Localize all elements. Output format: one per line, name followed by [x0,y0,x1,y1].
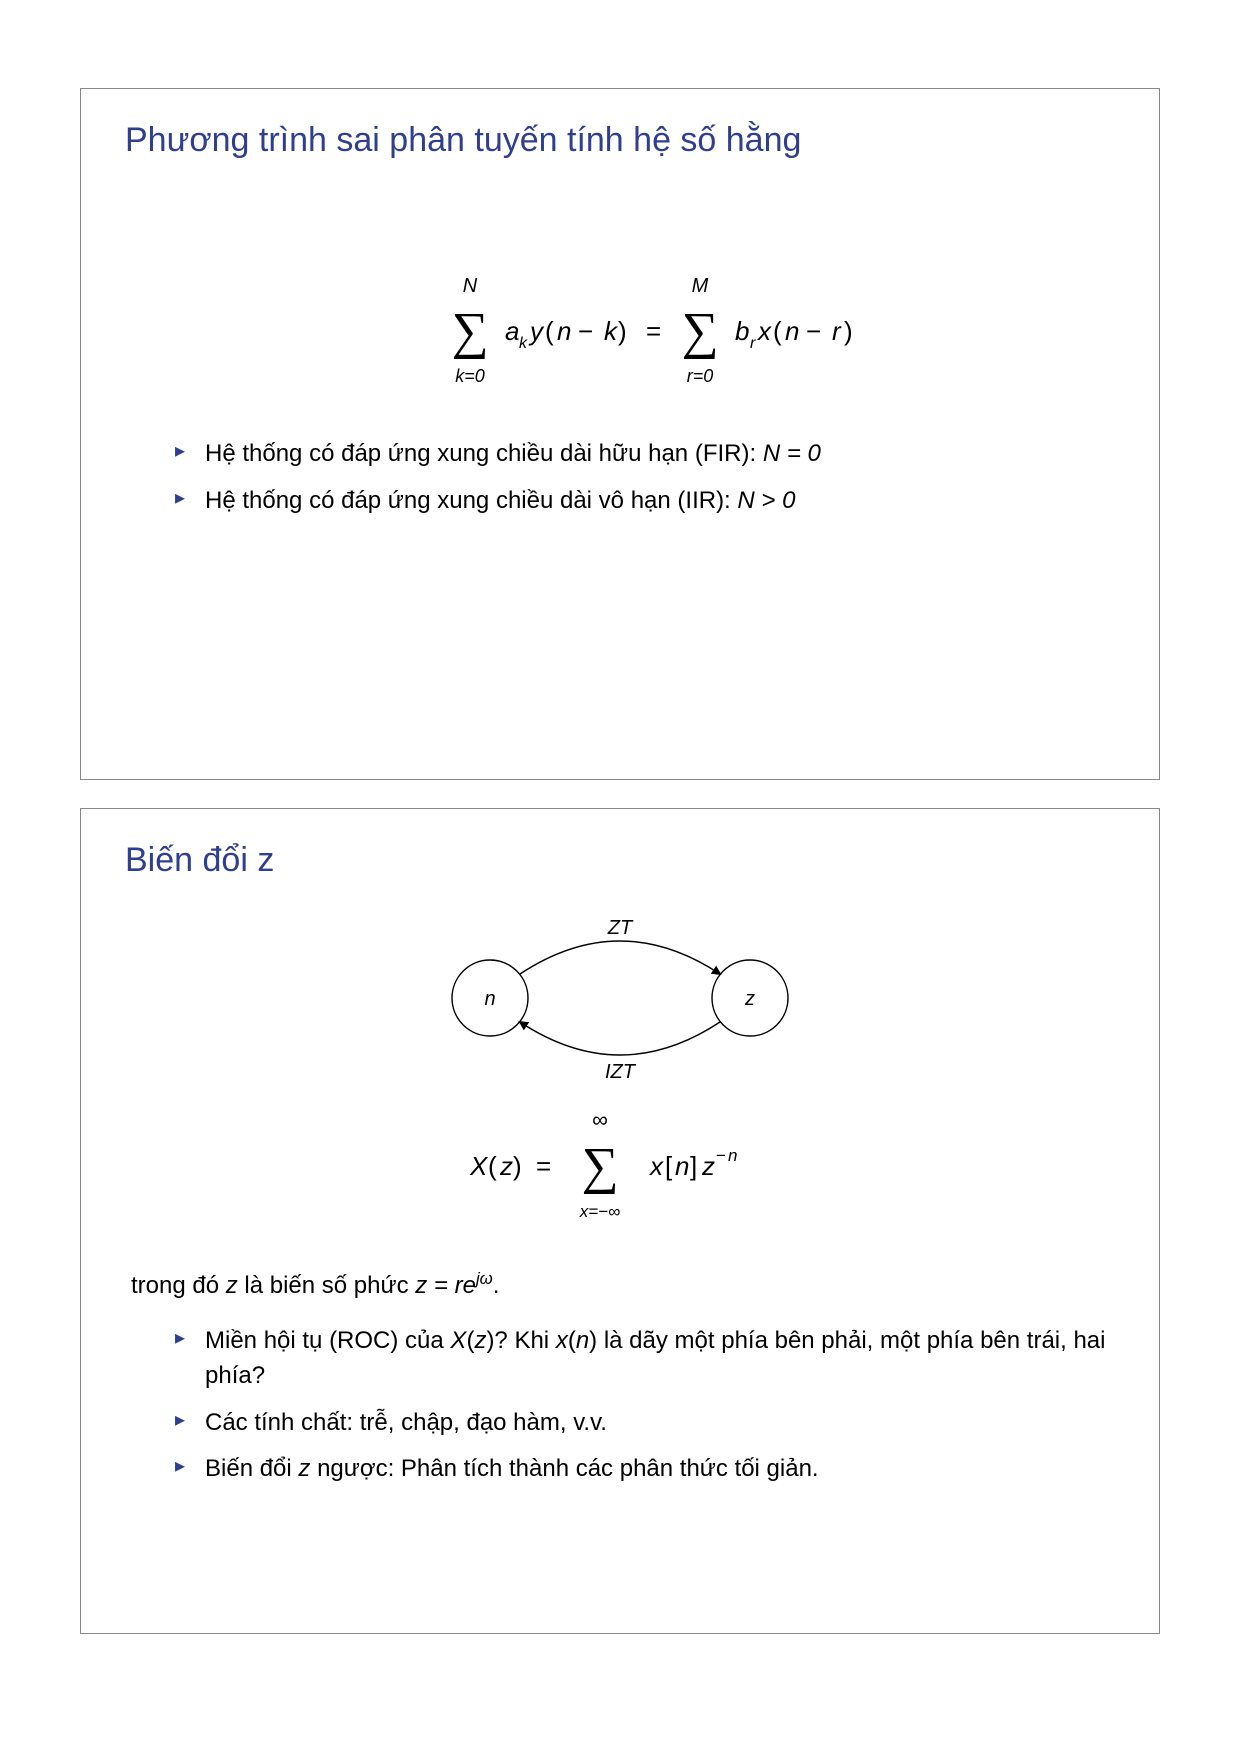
term-minus2: − [806,316,821,346]
sigma-icon: ∑ [581,1138,618,1195]
eq-term-z: z [701,1151,715,1181]
slide-2-equation: X ( z ) = ∞ ∑ x=−∞ x [ n ] z − n [125,1105,1115,1230]
eq-sum-lower: x=−∞ [579,1202,620,1221]
term-x: x [756,316,772,346]
prose-before: trong đó [131,1272,226,1299]
edge-zt-label: ZT [607,917,634,939]
eq-term-x: x [648,1151,664,1181]
term-br-sub: r [750,335,756,352]
list-item: Hệ thống có đáp ứng xung chiều dài vô hạ… [175,478,1115,525]
eq-term-exp: − [716,1146,726,1165]
term-paren: ( [545,316,554,346]
page: Phương trình sai phân tuyến tính hệ số h… [0,0,1240,1753]
sum-lower: k=0 [455,366,485,386]
term-r: r [832,316,842,346]
bullet-text: Hệ thống có đáp ứng xung chiều dài hữu h… [205,440,763,467]
eq-term-exp-n: n [728,1146,737,1165]
prose-eq: z = rejω [415,1272,493,1299]
bullet-text: Các tính chất: trễ, chập, đạo hàm, v.v. [205,1409,607,1436]
edge-zt [520,941,720,974]
slide-2-bullets: Miền hội tụ (ROC) của X(z)? Khi x(n) là … [125,1318,1115,1493]
list-item: Biến đổi z ngược: Phân tích thành các ph… [175,1446,1115,1493]
sum-upper: N [463,275,478,297]
sigma-icon: ∑ [681,303,718,360]
term-n2: n [785,316,799,346]
term-paren-close: ) [618,316,627,346]
eq-lhs-z: z [499,1151,513,1181]
term-paren-close2: ) [844,316,853,346]
prose-period: . [493,1272,500,1299]
term-y: y [528,316,545,346]
slide-1-bullets: Hệ thống có đáp ứng xung chiều dài hữu h… [125,431,1115,525]
slide-1-equation: N ∑ k=0 a k y ( n − k ) = M ∑ r=0 b [125,270,1115,395]
bullet-text: Hệ thống có đáp ứng xung chiều dài vô hạ… [205,487,737,514]
slide-1-title: Phương trình sai phân tuyến tính hệ số h… [125,121,1115,160]
eq-lhs-paren: ( [488,1151,497,1181]
prose-var: z [226,1272,238,1299]
slide-1: Phương trình sai phân tuyến tính hệ số h… [80,88,1160,780]
eq-term-br2: ] [690,1151,697,1181]
term-paren2: ( [773,316,782,346]
list-item: Các tính chất: trễ, chập, đạo hàm, v.v. [175,1400,1115,1447]
term-k: k [604,316,619,346]
term-ak-sub: k [519,335,528,352]
slide-2: Biến đổi z n z ZT IZT [80,808,1160,1634]
zt-diagram: n z ZT IZT [125,908,1115,1093]
eq-equals: = [536,1151,551,1181]
bullet-tail: N > 0 [737,487,795,514]
sum-lower-r: r=0 [687,366,714,386]
prose-mid: là biến số phức [238,1272,416,1299]
slide-2-prose: trong đó z là biến số phức z = rejω. [131,1266,1115,1304]
term-br: b [735,316,749,346]
term-n: n [557,316,571,346]
bullet-text: Biến đổi z ngược: Phân tích thành các ph… [205,1455,819,1482]
list-item: Hệ thống có đáp ứng xung chiều dài hữu h… [175,431,1115,478]
eq-sum-upper: ∞ [592,1107,608,1132]
eq-term-br: [ [665,1151,673,1181]
edge-izt [520,1022,720,1055]
eq-term-n: n [675,1151,689,1181]
sum-upper-r: M [692,275,709,297]
equals-sign: = [646,316,661,346]
eq-lhs: X [469,1151,489,1181]
list-item: Miền hội tụ (ROC) của X(z)? Khi x(n) là … [175,1318,1115,1400]
term-ak: a [505,316,519,346]
node-n-label: n [484,988,495,1010]
slide-2-title: Biến đổi z [125,841,1115,880]
bullet-text: Miền hội tụ (ROC) của X(z)? Khi x(n) là … [205,1327,1106,1389]
sigma-icon: ∑ [451,303,488,360]
bullet-tail: N = 0 [763,440,821,467]
edge-izt-label: IZT [605,1061,637,1083]
eq-lhs-paren2: ) [513,1151,522,1181]
node-z-label: z [744,988,755,1010]
term-minus: − [578,316,593,346]
